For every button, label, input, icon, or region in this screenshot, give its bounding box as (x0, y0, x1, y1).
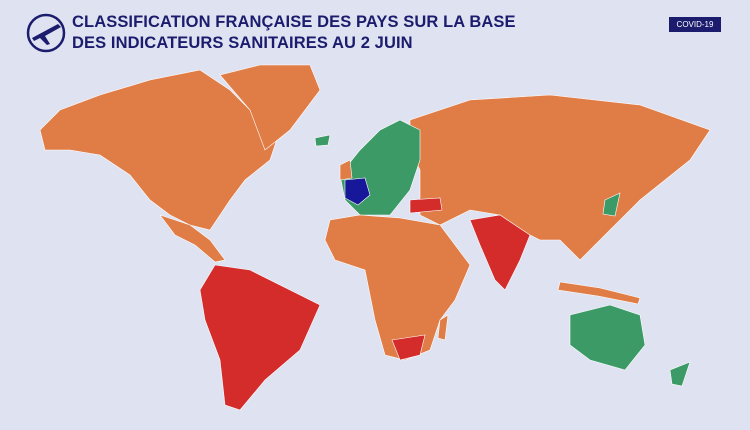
iceland (314, 134, 331, 147)
badge: COVID-19 (669, 17, 721, 32)
japan (602, 192, 621, 217)
central-america (159, 214, 226, 263)
north-america (39, 69, 281, 231)
turkey (409, 197, 443, 214)
logo (26, 13, 66, 53)
new-zealand (669, 361, 691, 387)
south-africa (391, 334, 426, 361)
south-america (199, 264, 321, 411)
india (469, 214, 531, 291)
title-line: DES INDICATEURS SANITAIRES AU 2 JUIN (72, 34, 413, 52)
australia (569, 304, 646, 371)
madagascar (437, 314, 449, 341)
uk (339, 159, 353, 181)
title: CLASSIFICATION FRANÇAISE DES PAYS SUR LA… (72, 12, 516, 54)
africa (324, 214, 471, 361)
title-line: CLASSIFICATION FRANÇAISE DES PAYS SUR LA… (72, 13, 516, 31)
france (344, 177, 371, 206)
greenland (219, 64, 321, 151)
asia (409, 94, 711, 261)
indonesia (557, 281, 641, 305)
